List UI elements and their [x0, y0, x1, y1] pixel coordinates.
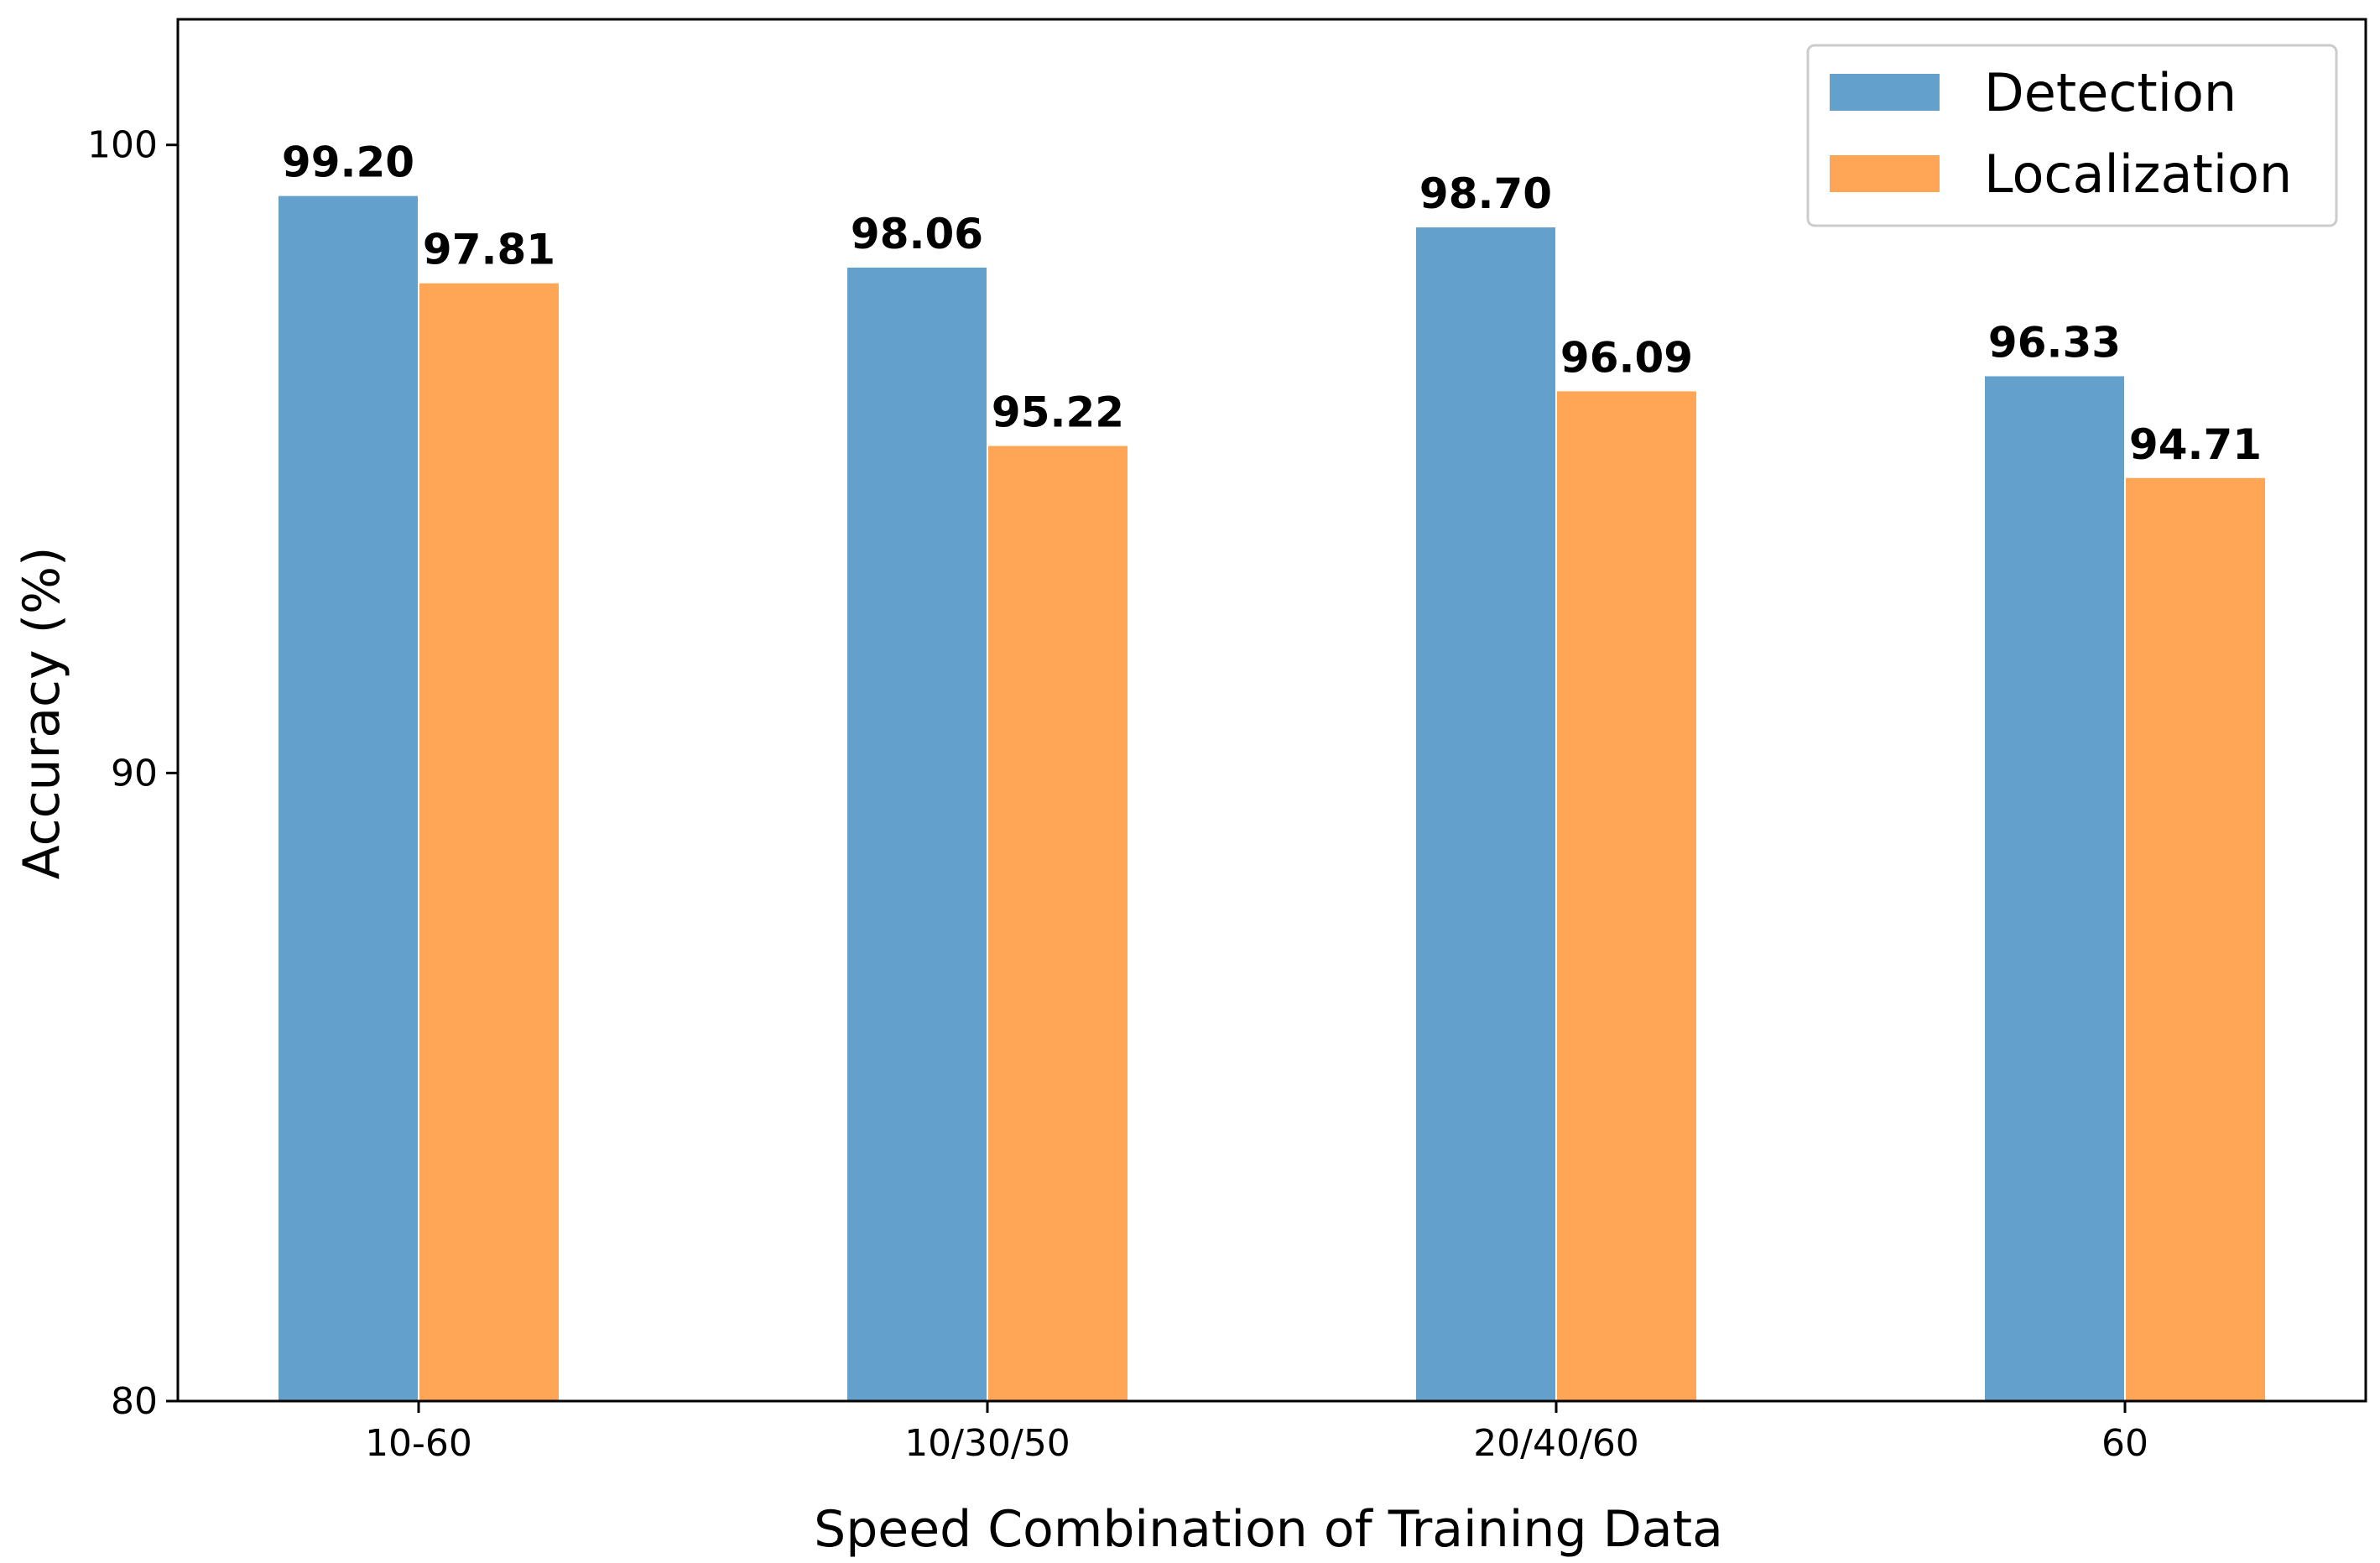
bars-layer [277, 194, 2267, 1403]
legend-label-detection: Detection [1984, 62, 2237, 123]
x-axis-title: Speed Combination of Training Data [814, 1500, 1723, 1559]
legend: Detection Localization [1806, 44, 2338, 227]
bar-localization-1 [987, 444, 1129, 1402]
x-axis: 10-60 10/30/50 20/40/60 60 [365, 1401, 2148, 1465]
y-tick-label-2: 100 [87, 124, 158, 167]
legend-frame [1806, 44, 2338, 227]
y-axis-title: Accuracy (%) [13, 547, 71, 880]
data-label-localization-3: 94.71 [2129, 420, 2262, 469]
data-label-detection-0: 99.20 [282, 138, 414, 187]
bar-detection-3 [1983, 374, 2126, 1402]
y-axis: 80 90 100 [87, 124, 178, 1423]
bar-localization-0 [418, 281, 560, 1403]
legend-items: Detection Localization [1830, 62, 2292, 205]
legend-swatch-localization [1830, 155, 1940, 192]
y-tick-label-1: 90 [111, 752, 158, 795]
bar-detection-1 [846, 265, 988, 1402]
bar-localization-2 [1555, 389, 1698, 1402]
bar-detection-2 [1414, 226, 1557, 1402]
data-label-localization-2: 96.09 [1560, 333, 1693, 382]
legend-label-localization: Localization [1984, 143, 2292, 205]
y-tick-label-0: 80 [111, 1380, 158, 1423]
x-tick-label-0: 10-60 [365, 1422, 472, 1465]
data-label-detection-3: 96.33 [1988, 318, 2121, 367]
data-label-localization-1: 95.22 [992, 388, 1124, 437]
x-tick-label-1: 10/30/50 [904, 1422, 1070, 1465]
plot-area-frame [176, 18, 2367, 1403]
data-label-detection-2: 98.70 [1419, 169, 1552, 218]
data-label-localization-0: 97.81 [423, 226, 555, 274]
data-label-detection-1: 98.06 [851, 210, 983, 258]
bar-localization-3 [2124, 476, 2267, 1403]
bar-detection-0 [277, 194, 419, 1403]
x-tick-label-2: 20/40/60 [1473, 1422, 1639, 1465]
legend-swatch-detection [1830, 74, 1940, 111]
x-tick-label-3: 60 [2101, 1422, 2148, 1465]
